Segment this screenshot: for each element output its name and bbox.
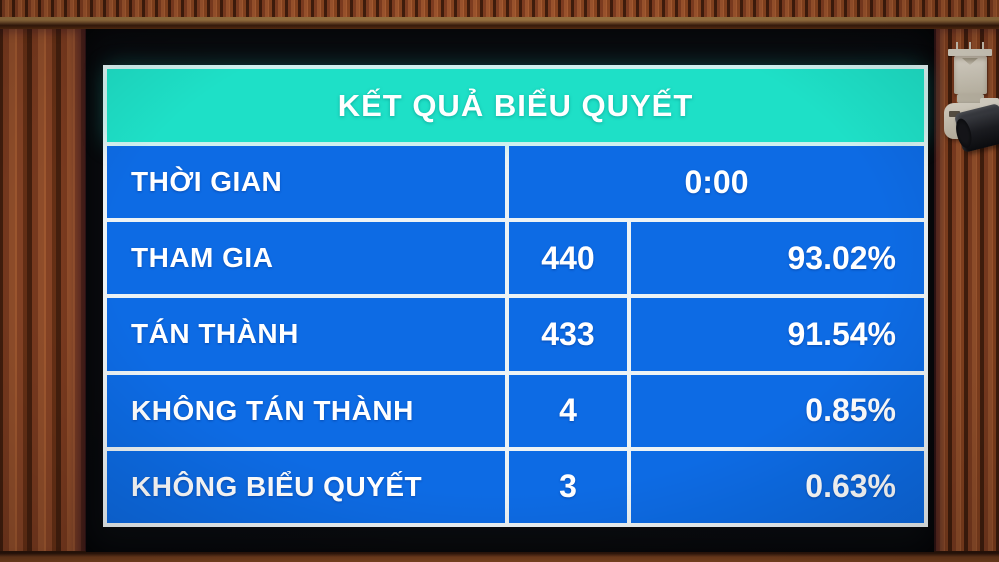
row-count-disapprove: 4: [509, 374, 627, 447]
wood-rail: [0, 17, 999, 29]
row-percent-abstain: 0.63%: [631, 450, 924, 523]
row-percent-disapprove: 0.85%: [631, 374, 924, 447]
security-camera: [944, 42, 999, 154]
camera-housing: [954, 56, 987, 94]
vote-results-table: KẾT QUẢ BIỂU QUYẾT THỜI GIAN 0:00 THAM G…: [103, 65, 928, 527]
row-count-participated: 440: [509, 222, 627, 295]
camera-collar: [957, 94, 984, 103]
camera-mount-prong: [956, 42, 958, 50]
camera-mount-prong: [982, 42, 984, 50]
row-value-time: 0:00: [509, 146, 924, 219]
camera-mount-plate: [948, 49, 992, 56]
wood-panel-top: [0, 0, 999, 17]
row-count-approve: 433: [509, 298, 627, 371]
camera-mount-prong: [969, 42, 971, 50]
row-label-approve: TÁN THÀNH: [107, 298, 505, 371]
led-screen: KẾT QUẢ BIỂU QUYẾT THỜI GIAN 0:00 THAM G…: [86, 29, 934, 552]
camera-label: [949, 111, 960, 117]
row-count-abstain: 3: [509, 450, 627, 523]
row-label-participated: THAM GIA: [107, 222, 505, 295]
row-label-abstain: KHÔNG BIỂU QUYẾT: [107, 450, 505, 523]
row-percent-approve: 91.54%: [631, 298, 924, 371]
wood-panel-left: [0, 29, 86, 562]
row-percent-participated: 93.02%: [631, 222, 924, 295]
row-label-disapprove: KHÔNG TÁN THÀNH: [107, 374, 505, 447]
wood-ledge-bottom: [0, 551, 999, 562]
row-label-time: THỜI GIAN: [107, 146, 505, 219]
table-title: KẾT QUẢ BIỂU QUYẾT: [107, 69, 924, 142]
